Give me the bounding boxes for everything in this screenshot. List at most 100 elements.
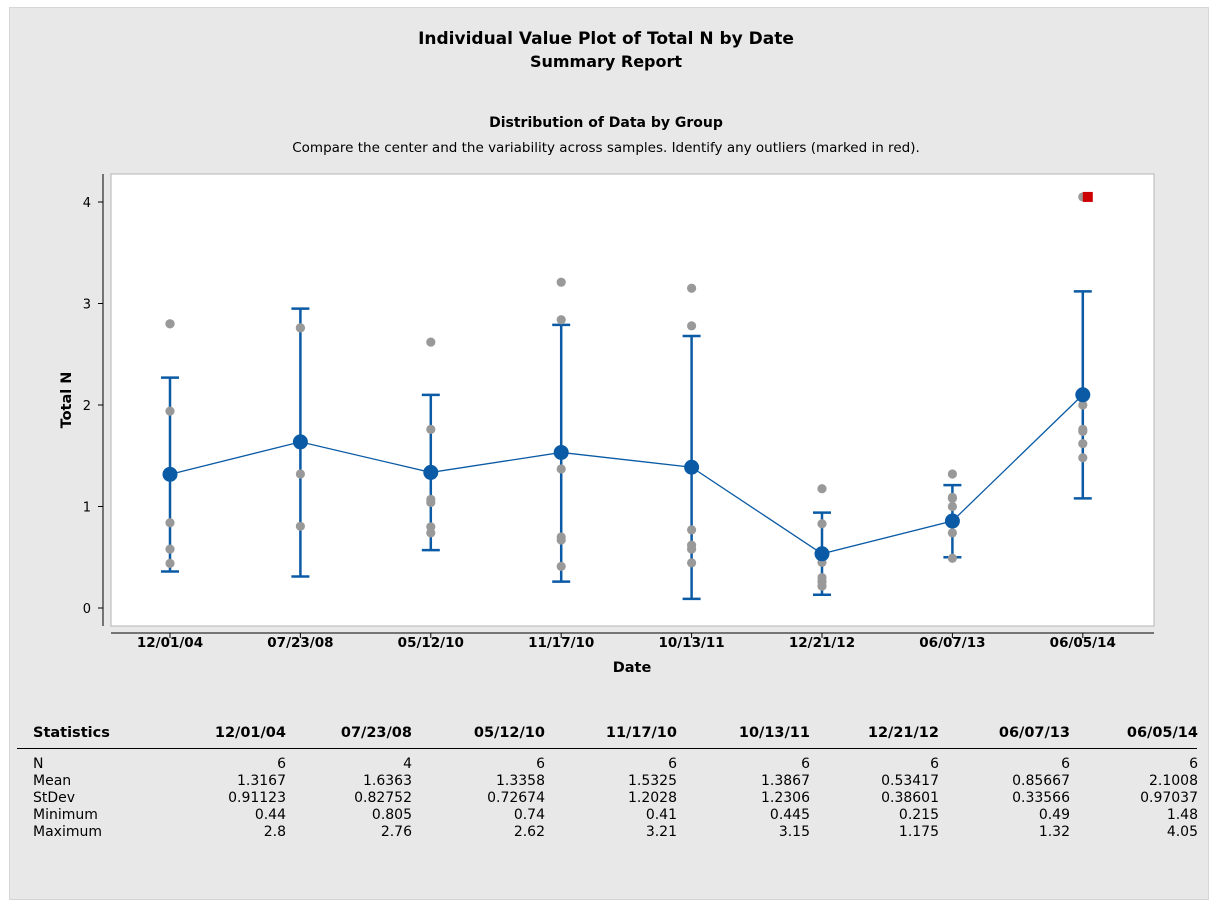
statistics-cell-value: 1.48 bbox=[1166, 807, 1198, 823]
statistics-cell-value: 0.38601 bbox=[881, 790, 939, 806]
data-point bbox=[426, 337, 436, 347]
data-point bbox=[165, 544, 175, 554]
x-tick-label: 12/21/12 bbox=[789, 635, 855, 651]
y-tick-label: 4 bbox=[83, 196, 91, 211]
x-tick-label: 10/13/11 bbox=[658, 635, 724, 651]
data-point bbox=[1078, 400, 1088, 410]
mean-point bbox=[292, 434, 308, 450]
report-title: Individual Value Plot of Total N by Date bbox=[418, 29, 794, 49]
statistics-cell-value: 6 bbox=[1189, 756, 1198, 772]
data-point bbox=[817, 484, 827, 494]
data-point bbox=[947, 469, 958, 479]
x-tick-label: 11/17/10 bbox=[528, 635, 594, 651]
outlier-point bbox=[1082, 191, 1093, 202]
statistics-cell-value: 0.74 bbox=[513, 807, 545, 823]
data-point bbox=[687, 525, 697, 535]
data-point bbox=[165, 319, 175, 329]
x-tick-label: 06/05/14 bbox=[1050, 635, 1116, 651]
statistics-cell-value: 0.91123 bbox=[228, 790, 286, 806]
statistics-column-header: 06/05/14 bbox=[1126, 725, 1198, 741]
statistics-cell-value: 3.21 bbox=[645, 824, 677, 840]
statistics-cell-value: 0.85667 bbox=[1012, 773, 1070, 789]
statistics-column-header: 12/21/12 bbox=[867, 725, 939, 741]
data-point bbox=[947, 492, 958, 502]
statistics-cell-value: 0.97037 bbox=[1140, 790, 1198, 806]
statistics-row-label: N bbox=[33, 756, 44, 772]
data-point bbox=[295, 469, 305, 479]
statistics-cell-value: 1.3167 bbox=[237, 773, 286, 789]
data-point bbox=[947, 501, 958, 512]
x-tick-label: 12/01/04 bbox=[137, 635, 203, 651]
statistics-cell-value: 2.62 bbox=[513, 824, 545, 840]
mean-point bbox=[944, 513, 960, 529]
data-point bbox=[295, 521, 305, 531]
data-point bbox=[165, 518, 175, 528]
statistics-column-header: 05/12/10 bbox=[473, 725, 545, 741]
data-point bbox=[1078, 438, 1088, 449]
chart-marks bbox=[161, 191, 1093, 601]
statistics-cell-value: 4.05 bbox=[1166, 824, 1198, 840]
data-point bbox=[1078, 424, 1088, 434]
mean-point bbox=[162, 466, 178, 482]
statistics-row-label: Minimum bbox=[33, 807, 98, 823]
statistics-cell-value: 1.6363 bbox=[363, 773, 412, 789]
statistics-cell-value: 0.33566 bbox=[1012, 790, 1070, 806]
mean-point bbox=[814, 546, 830, 562]
x-tick-label: 07/23/08 bbox=[267, 635, 333, 651]
mean-point bbox=[684, 459, 700, 475]
statistics-cell-value: 0.49 bbox=[1038, 807, 1070, 823]
statistics-cell-value: 0.82752 bbox=[354, 790, 412, 806]
statistics-cell-value: 1.3358 bbox=[496, 773, 545, 789]
statistics-cell-value: 0.44 bbox=[254, 807, 286, 823]
statistics-cell-value: 6 bbox=[668, 756, 677, 772]
statistics-cell-value: 6 bbox=[536, 756, 545, 772]
statistics-cell-value: 0.72674 bbox=[487, 790, 545, 806]
data-point bbox=[165, 406, 175, 416]
x-tick-label: 05/12/10 bbox=[398, 635, 464, 651]
statistics-cell-value: 1.5325 bbox=[628, 773, 677, 789]
y-tick-label: 3 bbox=[83, 298, 91, 313]
y-tick-label: 2 bbox=[83, 399, 91, 414]
statistics-cell-value: 0.805 bbox=[371, 807, 412, 823]
statistics-cell-value: 0.215 bbox=[898, 807, 939, 823]
data-point bbox=[1078, 453, 1088, 463]
data-point bbox=[556, 464, 566, 474]
statistics-cell-value: 1.3867 bbox=[761, 773, 810, 789]
statistics-row-label: StDev bbox=[33, 790, 76, 806]
report-subtitle: Summary Report bbox=[529, 52, 683, 71]
data-point bbox=[426, 494, 436, 504]
mean-point bbox=[423, 464, 439, 480]
statistics-column-header: 10/13/11 bbox=[738, 725, 810, 741]
panel-title: Distribution of Data by Group bbox=[489, 115, 723, 131]
statistics-cell-value: 6 bbox=[801, 756, 810, 772]
statistics-cell-value: 0.41 bbox=[645, 807, 677, 823]
data-point bbox=[687, 540, 697, 550]
mean-point bbox=[1075, 387, 1091, 403]
data-point bbox=[687, 321, 697, 331]
statistics-cell-value: 2.76 bbox=[380, 824, 412, 840]
data-point bbox=[556, 532, 566, 542]
statistics-cell-value: 4 bbox=[403, 756, 412, 772]
statistics-cell-value: 6 bbox=[1061, 756, 1070, 772]
data-point bbox=[165, 558, 175, 568]
data-point bbox=[556, 561, 566, 571]
data-point bbox=[426, 522, 436, 532]
statistics-column-header: 06/07/13 bbox=[998, 725, 1070, 741]
data-point bbox=[687, 558, 697, 568]
panel-subtitle: Compare the center and the variability a… bbox=[292, 140, 920, 156]
statistics-cell-value: 6 bbox=[277, 756, 286, 772]
data-point bbox=[295, 323, 305, 333]
x-tick-label: 06/07/13 bbox=[919, 635, 985, 651]
data-point bbox=[556, 277, 566, 287]
x-axis-label: Date bbox=[613, 660, 652, 676]
statistics-cell-value: 1.175 bbox=[898, 824, 939, 840]
data-point bbox=[556, 315, 566, 325]
statistics-row-label: Maximum bbox=[33, 824, 102, 840]
statistics-column-header: 12/01/04 bbox=[214, 725, 286, 741]
mean-connect-line bbox=[169, 394, 1084, 555]
statistics-cell-value: 3.15 bbox=[778, 824, 810, 840]
statistics-cell-value: 0.53417 bbox=[881, 773, 939, 789]
y-tick-label: 1 bbox=[83, 501, 91, 516]
chart-axes: 0 1 2 3 4 12/01/04 07/23/08 05/12/10 11/17/10 10/… bbox=[83, 174, 1154, 651]
